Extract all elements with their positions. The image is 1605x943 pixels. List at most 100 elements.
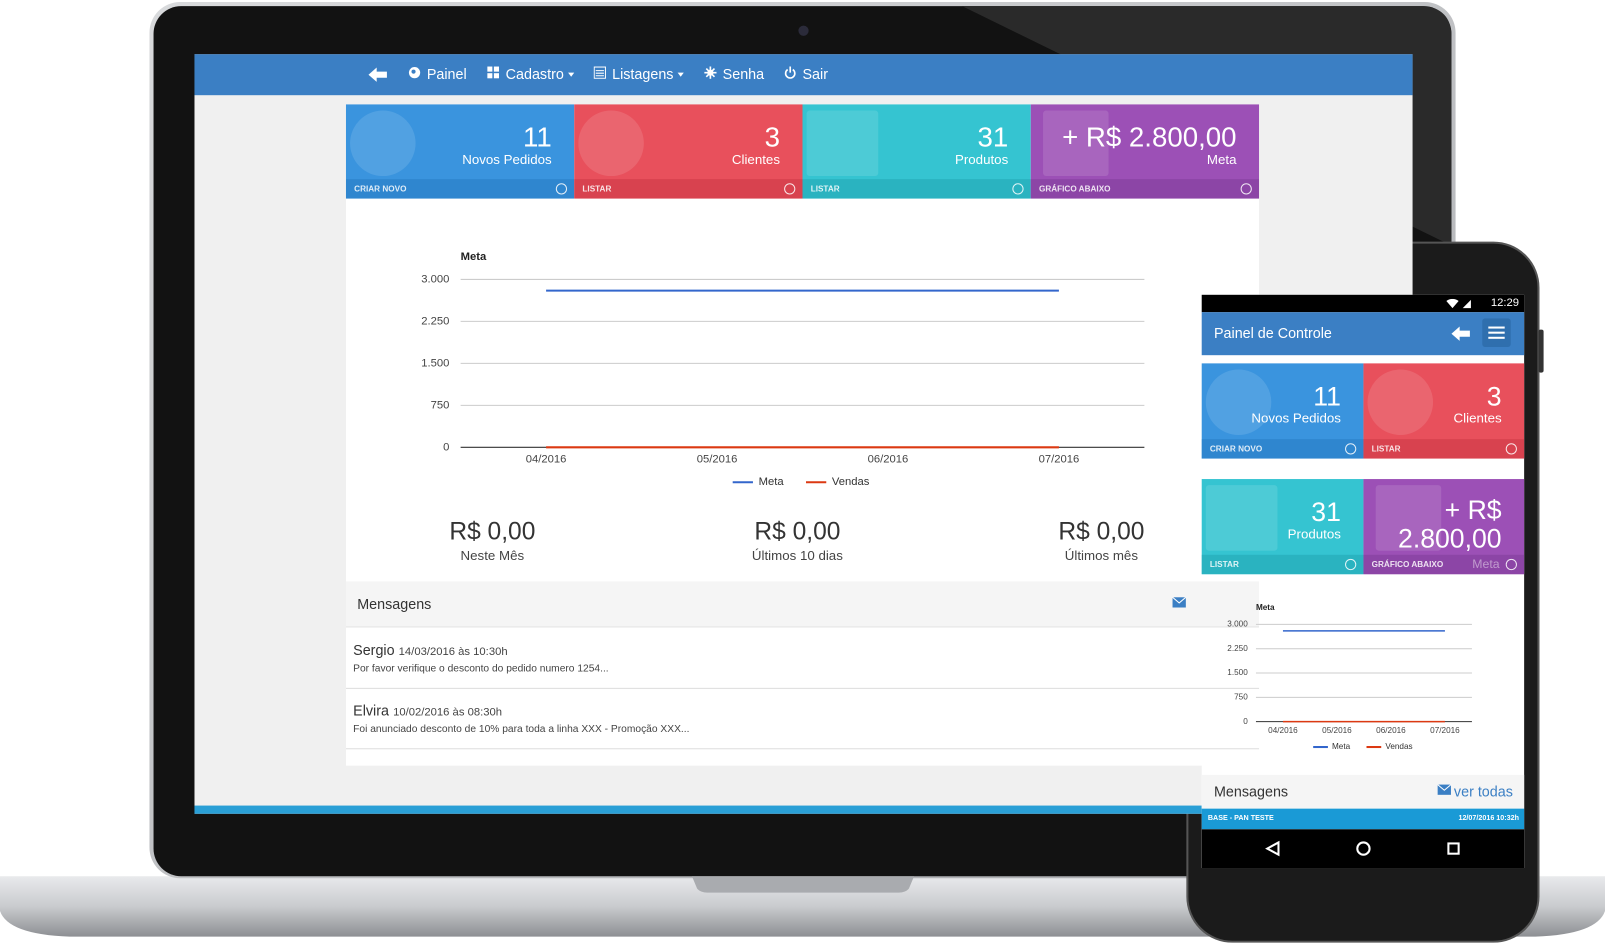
card-value: 11 bbox=[523, 121, 552, 153]
icon bbox=[1451, 326, 1470, 341]
card-footer[interactable]: LISTAR bbox=[1201, 554, 1364, 575]
y-tick-label: 2.250 bbox=[1227, 644, 1248, 653]
card-label: Produtos bbox=[954, 151, 1009, 167]
x-tick-label: 05/2016 bbox=[1322, 726, 1352, 735]
x-tick-label: 07/2016 bbox=[1430, 726, 1460, 735]
stat-card[interactable]: 3 Clientes LISTAR bbox=[1363, 363, 1525, 459]
stat-card[interactable]: + R$ 2.800,00 Meta GRÁFICO ABAIXO bbox=[1363, 479, 1525, 575]
icon bbox=[368, 67, 387, 82]
legend-label: Vendas bbox=[1385, 742, 1412, 751]
message-date: 14/03/2016 às 10:30h bbox=[398, 645, 508, 659]
nav-item[interactable]: Listagens bbox=[612, 63, 684, 83]
app-header: Painel de Controle bbox=[1201, 312, 1525, 356]
android-nav bbox=[1201, 829, 1525, 869]
card-value: 3 bbox=[1486, 380, 1502, 412]
card-action: GRÁFICO ABAIXO bbox=[1371, 559, 1444, 570]
card-label: Novos Pedidos bbox=[462, 151, 552, 167]
icon bbox=[1446, 298, 1471, 309]
icon bbox=[1172, 596, 1187, 608]
card-label: Meta bbox=[1206, 151, 1237, 167]
card-footer[interactable]: GRÁFICO ABAIXO bbox=[1363, 554, 1525, 575]
card-arrow bbox=[1240, 183, 1252, 195]
recent-button[interactable] bbox=[1447, 842, 1460, 855]
stat-card[interactable]: 11 Novos Pedidos CRIAR NOVO bbox=[345, 104, 575, 199]
card-action: LISTAR bbox=[582, 184, 612, 194]
chart-title: Meta bbox=[1256, 603, 1275, 612]
card-value: 31 bbox=[977, 121, 1009, 153]
x-tick-label: 06/2016 bbox=[1376, 726, 1406, 735]
y-tick-label: 750 bbox=[431, 399, 450, 411]
card-footer[interactable]: CRIAR NOVO bbox=[345, 179, 575, 199]
card-arrow bbox=[1505, 558, 1517, 571]
card-decoration bbox=[578, 110, 644, 177]
stat-card[interactable]: + R$ 2.800,00 Meta GRÁFICO ABAIXO bbox=[1030, 104, 1260, 199]
line-chart: Meta 0 750 1.500 2.250 3.000 04/2016 05/2016 06/… bbox=[421, 251, 1145, 488]
card-action: GRÁFICO ABAIXO bbox=[1038, 184, 1111, 194]
y-tick-label: 1.500 bbox=[1227, 668, 1248, 677]
app-title: Painel de Controle bbox=[1213, 324, 1332, 341]
nav-item[interactable]: Senha bbox=[722, 65, 765, 82]
content-panel bbox=[345, 104, 1260, 766]
card-footer[interactable]: LISTAR bbox=[802, 179, 1031, 199]
card-footer[interactable]: LISTAR bbox=[1363, 439, 1525, 459]
summary-label: Neste Mês bbox=[460, 547, 525, 563]
card-footer[interactable]: GRÁFICO ABAIXO bbox=[1030, 179, 1260, 199]
summary-label: Últimos 10 dias bbox=[751, 547, 843, 563]
nav-item[interactable]: Cadastro bbox=[506, 63, 575, 83]
card-value: 3 bbox=[764, 121, 780, 153]
card-action: LISTAR bbox=[1209, 559, 1239, 570]
card-action: LISTAR bbox=[1371, 444, 1401, 454]
card-arrow bbox=[555, 183, 568, 195]
message-head: Sergio 14/03/2016 às 10:30h bbox=[353, 641, 507, 661]
card-label: Clientes bbox=[1453, 410, 1502, 426]
card-arrow bbox=[1505, 443, 1517, 455]
nav-item[interactable]: Painel bbox=[426, 65, 467, 82]
card-value: 31 bbox=[1311, 496, 1341, 528]
stat-card[interactable]: 11 Novos Pedidos CRIAR NOVO bbox=[1201, 363, 1364, 459]
message-author: Sergio bbox=[353, 641, 395, 659]
card-footer[interactable]: CRIAR NOVO bbox=[1201, 439, 1364, 459]
card-decoration bbox=[1205, 369, 1272, 436]
message-item[interactable]: BASE - PAN TESTE 12/07/2016 10:32h bbox=[1201, 808, 1525, 830]
y-tick-label: 2.250 bbox=[421, 315, 449, 327]
nav-item[interactable]: Sair bbox=[802, 65, 828, 82]
icon bbox=[1482, 318, 1511, 348]
laptop-camera bbox=[798, 25, 809, 36]
card-arrow bbox=[1345, 443, 1357, 455]
legend-label: Vendas bbox=[832, 476, 870, 488]
summary-value: R$ 0,00 bbox=[754, 517, 841, 546]
y-tick-label: 3.000 bbox=[1227, 620, 1248, 629]
back-button[interactable] bbox=[1265, 840, 1280, 857]
card-decoration bbox=[806, 110, 879, 177]
messages-link[interactable]: ver todas bbox=[1453, 783, 1513, 800]
message-author: Elvira bbox=[353, 702, 389, 719]
footer-bar bbox=[194, 805, 1413, 814]
card-label: Meta bbox=[1472, 556, 1500, 572]
message-text: Foi anunciado desconto de 10% para toda … bbox=[353, 723, 690, 735]
y-tick-label: 3.000 bbox=[421, 273, 449, 285]
x-tick-label: 07/2016 bbox=[1039, 454, 1080, 466]
stat-card[interactable]: 31 Produtos LISTAR bbox=[1201, 479, 1364, 575]
home-button[interactable] bbox=[1356, 841, 1371, 856]
legend-label: Meta bbox=[1332, 742, 1351, 751]
nav-bar bbox=[194, 54, 1413, 96]
summary-value: R$ 0,00 bbox=[1058, 517, 1145, 546]
y-tick-label: 0 bbox=[443, 441, 449, 453]
icon bbox=[704, 66, 717, 79]
message-item[interactable]: Elvira 10/02/2016 às 08:30h Foi anunciado … bbox=[345, 689, 1260, 750]
card-action: LISTAR bbox=[810, 184, 840, 194]
message-item[interactable]: Sergio 14/03/2016 às 10:30h Por favor veri… bbox=[345, 628, 1260, 689]
x-tick-label: 04/2016 bbox=[1268, 726, 1298, 735]
x-tick-label: 06/2016 bbox=[868, 454, 909, 466]
card-label: Novos Pedidos bbox=[1251, 410, 1341, 426]
stat-card[interactable]: 3 Clientes LISTAR bbox=[574, 104, 803, 199]
card-decoration bbox=[1367, 369, 1434, 436]
card-footer[interactable]: LISTAR bbox=[574, 179, 803, 199]
x-tick-label: 04/2016 bbox=[526, 454, 567, 466]
status-bar: 12:29 bbox=[1201, 294, 1525, 313]
x-tick-label: 05/2016 bbox=[697, 454, 738, 466]
stat-card[interactable]: 31 Produtos LISTAR bbox=[802, 104, 1031, 199]
message-date: 12/07/2016 10:32h bbox=[1458, 814, 1520, 822]
